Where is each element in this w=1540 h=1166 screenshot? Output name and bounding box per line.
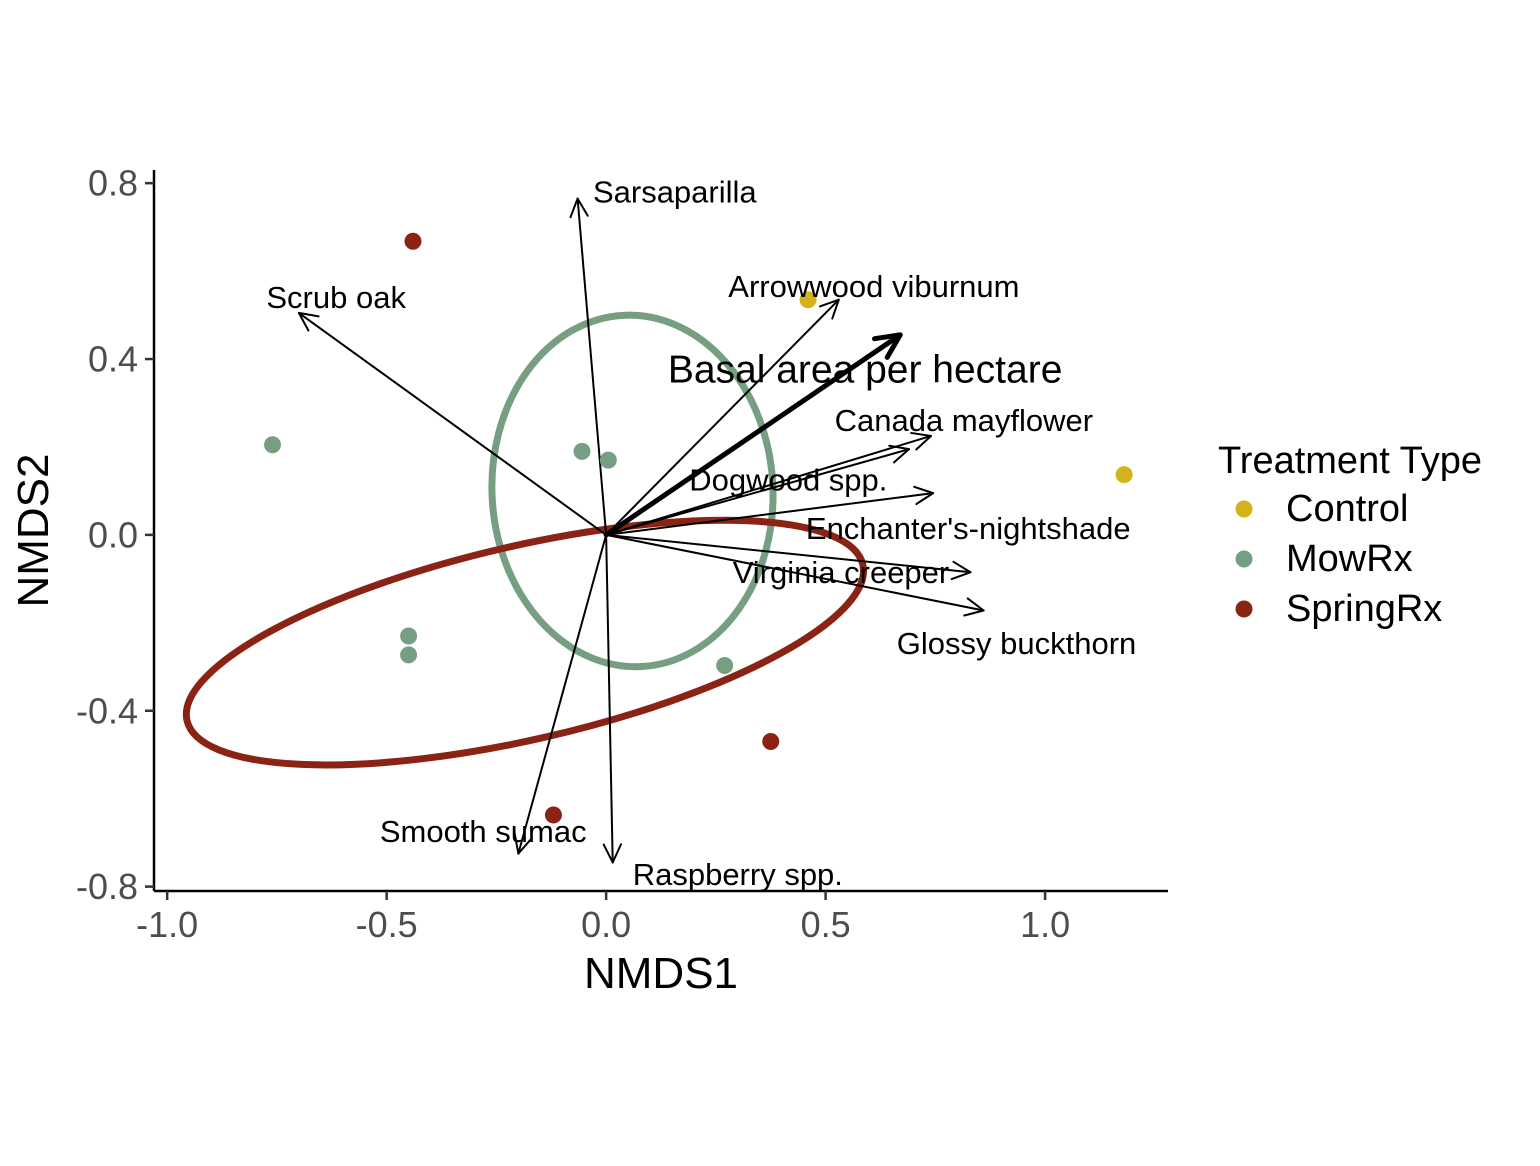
x-tick-label: 0.0 xyxy=(581,904,631,945)
vector-arrowwood-viburnum xyxy=(605,298,840,536)
point-control-1 xyxy=(799,291,817,309)
legend-swatch-mowrx xyxy=(1235,550,1253,568)
vector-label-dogwood-spp: Dogwood spp. xyxy=(689,462,887,497)
y-tick-label: 0.0 xyxy=(88,514,138,555)
vector-label-enchanter-s-nightshade: Enchanter's-nightshade xyxy=(806,511,1131,546)
vector-label-sarsaparilla: Sarsaparilla xyxy=(593,174,757,209)
point-mowrx-4 xyxy=(400,627,418,645)
vector-label-smooth-sumac: Smooth sumac xyxy=(380,814,587,849)
legend-swatch-springrx xyxy=(1235,600,1253,618)
x-tick-label: -1.0 xyxy=(136,904,198,945)
vector-enchanter-s-nightshade xyxy=(605,485,935,536)
x-tick-label: 0.5 xyxy=(801,904,851,945)
x-tick-label: 1.0 xyxy=(1020,904,1070,945)
x-axis-title: NMDS1 xyxy=(584,949,738,998)
legend-label-control: Control xyxy=(1286,488,1409,530)
legend: Treatment Type Control MowRx SpringRx xyxy=(1218,440,1482,630)
vector-label-scrub-oak: Scrub oak xyxy=(266,280,406,315)
vector-glossy-buckthorn xyxy=(605,533,985,617)
vector-virginia-creeper xyxy=(605,533,972,581)
x-tick-label: -0.5 xyxy=(356,904,418,945)
point-springrx-3 xyxy=(762,733,780,751)
point-control-2 xyxy=(1115,466,1133,484)
point-mowrx-1 xyxy=(264,436,282,454)
point-mowrx-6 xyxy=(716,656,734,674)
vector-canada-mayflower xyxy=(605,431,932,536)
vector-scrub-oak xyxy=(297,311,608,536)
point-mowrx-5 xyxy=(400,646,418,664)
vector-layer xyxy=(297,197,985,864)
vector-label-glossy-buckthorn: Glossy buckthorn xyxy=(897,626,1137,661)
vector-smooth-sumac xyxy=(513,533,608,855)
axes: -1.0 -0.5 0.0 0.5 1.0 -0.8 -0.4 0.0 0.4 0.8 NMDS1 N… xyxy=(9,163,1168,998)
vector-label-arrowwood-viburnum: Arrowwood viburnum xyxy=(728,269,1019,304)
ellipse-springrx xyxy=(182,516,868,769)
y-tick-label: -0.8 xyxy=(76,866,138,907)
vector-basal-area-per-hectare xyxy=(603,332,903,538)
legend-title: Treatment Type xyxy=(1218,440,1482,482)
vector-label-raspberry-spp: Raspberry spp. xyxy=(633,857,843,892)
y-tick-label: 0.8 xyxy=(88,163,138,204)
vector-sarsaparilla xyxy=(569,197,608,536)
vector-label-virginia-creeper: Virginia creeper xyxy=(733,555,950,590)
legend-swatch-control xyxy=(1235,500,1253,518)
vector-label-layer: Sarsaparilla Scrub oak Arrowwood viburnum B… xyxy=(266,174,1136,891)
point-springrx-2 xyxy=(544,806,562,824)
point-springrx-1 xyxy=(404,232,422,250)
y-tick-label: 0.4 xyxy=(88,339,138,380)
legend-label-springrx: SpringRx xyxy=(1286,588,1442,630)
point-mowrx-2 xyxy=(573,442,591,460)
legend-label-mowrx: MowRx xyxy=(1286,538,1413,580)
vector-dogwood-spp xyxy=(605,444,911,536)
vector-label-canada-mayflower: Canada mayflower xyxy=(835,403,1093,438)
y-axis-title: NMDS2 xyxy=(9,453,58,607)
vector-label-basal-area-per-hectare: Basal area per hectare xyxy=(668,349,1063,392)
vector-raspberry-spp xyxy=(602,533,623,864)
point-layer xyxy=(264,232,1133,824)
y-tick-label: -0.4 xyxy=(76,690,138,731)
point-mowrx-3 xyxy=(599,451,617,469)
